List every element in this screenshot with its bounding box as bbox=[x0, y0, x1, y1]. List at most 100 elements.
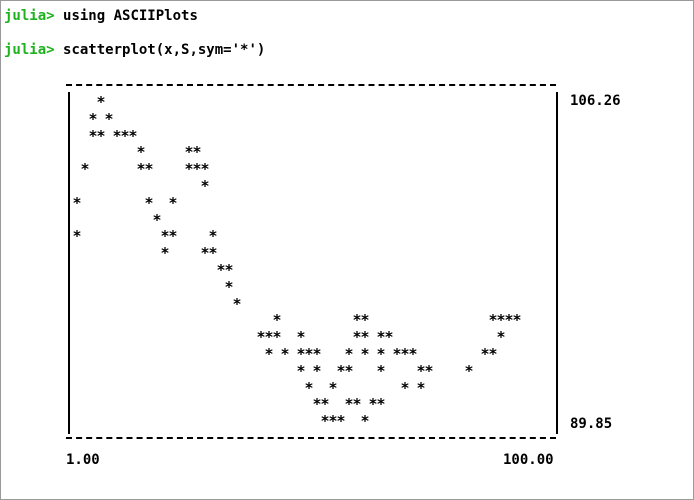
scatter-point: * bbox=[392, 345, 402, 363]
scatter-point: * bbox=[496, 311, 506, 330]
scatter-point: * bbox=[184, 160, 194, 179]
scatter-point: * bbox=[352, 311, 362, 330]
plot-bottom-border bbox=[66, 437, 556, 439]
scatter-point: * bbox=[504, 311, 514, 330]
plot-top-border bbox=[66, 84, 556, 86]
scatter-point: * bbox=[360, 328, 370, 347]
scatter-point: * bbox=[360, 412, 370, 431]
scatter-point: * bbox=[336, 361, 346, 380]
scatter-point: * bbox=[152, 210, 162, 229]
scatter-point: * bbox=[160, 227, 170, 246]
scatter-point: * bbox=[376, 361, 386, 380]
scatter-point: * bbox=[352, 395, 362, 414]
scatter-point: * bbox=[264, 328, 274, 347]
scatter-point: * bbox=[296, 328, 306, 347]
scatter-point: * bbox=[88, 126, 98, 145]
scatter-point: * bbox=[376, 345, 386, 363]
scatter-point: * bbox=[144, 160, 154, 179]
scatter-point: * bbox=[344, 361, 354, 380]
scatter-point: * bbox=[320, 395, 330, 414]
scatter-point: * bbox=[464, 361, 474, 380]
scatter-point: * bbox=[360, 345, 370, 363]
julia-prompt: julia> bbox=[4, 42, 55, 58]
scatter-point: * bbox=[128, 126, 138, 145]
julia-prompt: julia> bbox=[4, 8, 55, 24]
scatter-point: * bbox=[360, 311, 370, 330]
scatter-point: * bbox=[112, 126, 122, 145]
scatter-point: * bbox=[208, 227, 218, 246]
scatter-point: * bbox=[224, 261, 234, 279]
scatter-point: * bbox=[304, 345, 314, 363]
scatter-point: * bbox=[400, 345, 410, 363]
scatter-point: * bbox=[384, 328, 394, 347]
scatter-point: * bbox=[312, 395, 322, 414]
scatter-point: * bbox=[256, 328, 266, 347]
y-min-label: 89.85 bbox=[570, 416, 613, 432]
scatter-point: * bbox=[160, 244, 170, 263]
scatter-point: * bbox=[480, 345, 490, 363]
scatter-point: * bbox=[296, 361, 306, 380]
scatter-point: * bbox=[96, 93, 106, 111]
scatter-point: * bbox=[376, 328, 386, 347]
scatter-point: * bbox=[136, 143, 146, 162]
scatter-point: * bbox=[488, 311, 498, 330]
scatter-point: * bbox=[344, 345, 354, 363]
scatter-point: * bbox=[296, 345, 306, 363]
scatter-point: * bbox=[120, 126, 130, 145]
scatter-point: * bbox=[224, 277, 234, 296]
plot-right-border bbox=[556, 92, 558, 434]
scatter-point: * bbox=[512, 311, 522, 330]
scatter-point: * bbox=[184, 143, 194, 162]
scatter-point: * bbox=[320, 412, 330, 431]
scatter-point: * bbox=[144, 193, 154, 212]
scatter-point: * bbox=[272, 328, 282, 347]
scatter-point: * bbox=[312, 361, 322, 380]
scatter-point: * bbox=[304, 378, 314, 397]
scatter-point: * bbox=[200, 160, 210, 179]
scatter-point: * bbox=[216, 261, 226, 279]
scatter-point: * bbox=[88, 109, 98, 128]
scatter-point: * bbox=[72, 193, 82, 212]
scatter-point: * bbox=[80, 160, 90, 179]
scatter-point: * bbox=[192, 160, 202, 179]
scatter-point: * bbox=[200, 177, 210, 195]
command-line-2: julia> scatterplot(x,S,sym='*') bbox=[4, 42, 265, 58]
scatter-point: * bbox=[400, 378, 410, 397]
command-text: scatterplot(x,S,sym='*') bbox=[63, 42, 266, 58]
scatter-point: * bbox=[280, 345, 290, 363]
scatter-point: * bbox=[312, 345, 322, 363]
scatter-point: * bbox=[136, 160, 146, 179]
x-max-label: 100.00 bbox=[503, 452, 554, 468]
scatter-point: * bbox=[344, 395, 354, 414]
scatter-point: * bbox=[368, 395, 378, 414]
scatter-point: * bbox=[104, 109, 114, 128]
y-max-label: 106.26 bbox=[570, 93, 621, 109]
scatter-point: * bbox=[72, 227, 82, 246]
command-line-1: julia> using ASCIIPlots bbox=[4, 8, 198, 24]
x-min-label: 1.00 bbox=[66, 452, 100, 468]
scatter-point: * bbox=[352, 328, 362, 347]
scatter-point: * bbox=[208, 244, 218, 263]
scatter-point: * bbox=[168, 193, 178, 212]
scatter-point: * bbox=[192, 143, 202, 162]
scatter-point: * bbox=[336, 412, 346, 431]
scatter-point: * bbox=[264, 345, 274, 363]
command-text: using ASCIIPlots bbox=[63, 8, 198, 24]
scatter-point: * bbox=[496, 328, 506, 347]
scatter-point: * bbox=[376, 395, 386, 414]
scatter-point: * bbox=[416, 378, 426, 397]
scatter-point: * bbox=[408, 345, 418, 363]
scatter-point: * bbox=[488, 345, 498, 363]
scatter-point: * bbox=[424, 361, 434, 380]
scatter-point: * bbox=[200, 244, 210, 263]
plot-left-border bbox=[68, 92, 70, 434]
scatter-point: * bbox=[272, 311, 282, 330]
scatter-point: * bbox=[96, 126, 106, 145]
scatter-point: * bbox=[416, 361, 426, 380]
scatter-point: * bbox=[328, 378, 338, 397]
scatter-point: * bbox=[328, 412, 338, 431]
scatter-point: * bbox=[232, 294, 242, 313]
scatter-point: * bbox=[168, 227, 178, 246]
